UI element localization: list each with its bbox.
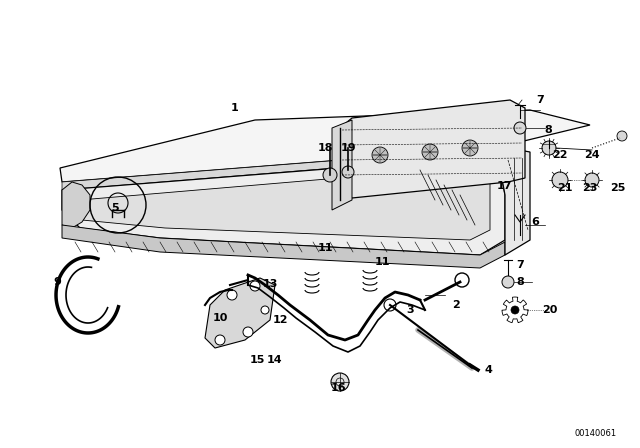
- Text: 10: 10: [212, 313, 228, 323]
- Text: 8: 8: [516, 277, 524, 287]
- Circle shape: [323, 168, 337, 182]
- Text: 6: 6: [531, 217, 539, 227]
- Polygon shape: [490, 148, 530, 255]
- Text: 20: 20: [542, 305, 557, 315]
- Circle shape: [422, 144, 438, 160]
- Polygon shape: [62, 148, 495, 190]
- Circle shape: [502, 276, 514, 288]
- Circle shape: [331, 373, 349, 391]
- Text: 22: 22: [552, 150, 568, 160]
- Text: 00140061: 00140061: [575, 428, 617, 438]
- Circle shape: [511, 306, 519, 314]
- Circle shape: [342, 166, 354, 178]
- Text: 19: 19: [340, 143, 356, 153]
- Text: 2: 2: [452, 300, 460, 310]
- Text: 15: 15: [250, 355, 265, 365]
- Text: 9: 9: [53, 277, 61, 287]
- Circle shape: [455, 273, 469, 287]
- Text: 18: 18: [317, 143, 333, 153]
- Circle shape: [617, 131, 627, 141]
- Circle shape: [542, 141, 556, 155]
- Circle shape: [514, 122, 526, 134]
- Text: 23: 23: [582, 183, 598, 193]
- Text: 21: 21: [557, 183, 573, 193]
- Text: 25: 25: [611, 183, 626, 193]
- Circle shape: [215, 335, 225, 345]
- Text: 8: 8: [544, 125, 552, 135]
- Polygon shape: [332, 120, 352, 210]
- Circle shape: [250, 281, 260, 291]
- Text: 12: 12: [272, 315, 288, 325]
- Circle shape: [227, 290, 237, 300]
- Text: 7: 7: [536, 95, 544, 105]
- Polygon shape: [80, 166, 490, 240]
- Text: 14: 14: [267, 355, 283, 365]
- Polygon shape: [62, 156, 505, 255]
- Circle shape: [462, 140, 478, 156]
- Circle shape: [552, 172, 568, 188]
- Circle shape: [384, 299, 396, 311]
- Circle shape: [261, 306, 269, 314]
- Text: 1: 1: [231, 103, 239, 113]
- Polygon shape: [340, 100, 525, 198]
- Polygon shape: [62, 225, 505, 268]
- Text: 7: 7: [516, 260, 524, 270]
- Polygon shape: [205, 278, 275, 348]
- Text: 3: 3: [406, 305, 414, 315]
- Polygon shape: [62, 182, 90, 228]
- Polygon shape: [60, 110, 590, 182]
- Text: 11: 11: [317, 243, 333, 253]
- Text: 5: 5: [111, 203, 119, 213]
- Text: 16: 16: [330, 383, 346, 393]
- Text: 13: 13: [262, 279, 278, 289]
- Circle shape: [372, 147, 388, 163]
- Text: 4: 4: [484, 365, 492, 375]
- Circle shape: [585, 173, 599, 187]
- Text: 11: 11: [374, 257, 390, 267]
- Text: 17: 17: [496, 181, 512, 191]
- Circle shape: [243, 327, 253, 337]
- Text: 24: 24: [584, 150, 600, 160]
